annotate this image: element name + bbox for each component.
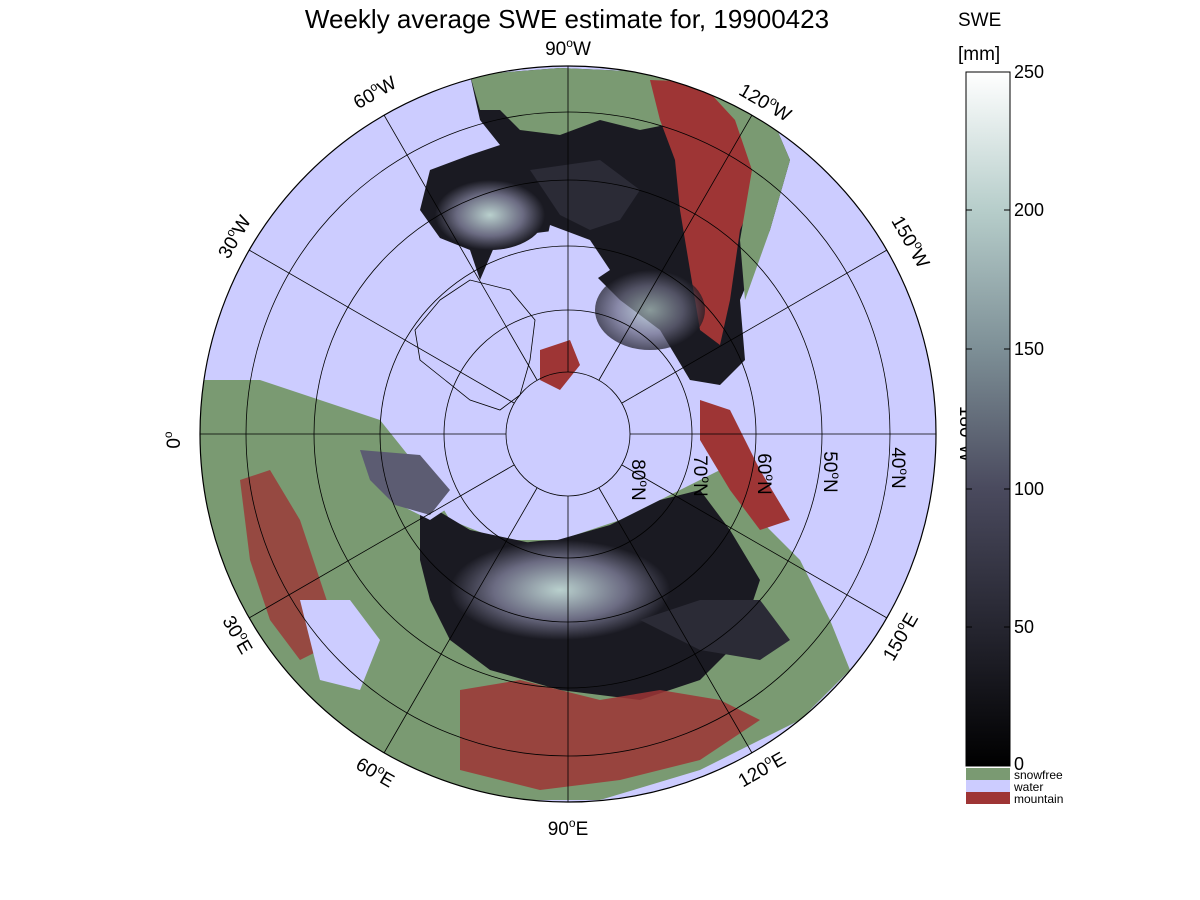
lat-label-40n: 40oN	[887, 447, 911, 489]
lon-label-90e: 90oE	[548, 816, 589, 840]
lat-label-60n: 60oN	[753, 453, 777, 495]
lat-label-80n: 80oN	[627, 459, 651, 501]
colorbar: SWE [mm] 0 50 100 150 200 250 snowfree w…	[958, 10, 1063, 806]
lon-label-90w: 90oW	[545, 36, 591, 60]
legend-label-water: water	[1013, 780, 1043, 794]
colorbar-unit: [mm]	[958, 44, 1000, 65]
colorbar-tick-0: 0	[1014, 754, 1024, 774]
map-title: Weekly average SWE estimate for, 1990042…	[305, 4, 829, 34]
legend-swatch-mountain	[966, 792, 1010, 804]
kamchatka	[700, 400, 790, 530]
latitude-labels: 80oN 70oN 60oN 50oN 40oN	[627, 447, 911, 501]
arctic-island	[540, 340, 580, 390]
lat-label-50n: 50oN	[819, 451, 843, 493]
legend-swatch-snowfree	[966, 768, 1010, 780]
lon-label-0: 0o	[161, 431, 185, 449]
colorbar-label: SWE	[958, 10, 1001, 31]
colorbar-tick-200: 200	[1014, 200, 1044, 220]
colorbar-tick-50: 50	[1014, 617, 1034, 637]
legend-swatch-water	[966, 780, 1010, 792]
lon-label-60w: 60oW	[349, 70, 401, 114]
eurasia-landmass	[200, 380, 850, 800]
colorbar-ticks	[966, 71, 1010, 767]
colorbar-tick-150: 150	[1014, 339, 1044, 359]
meridians	[200, 66, 936, 802]
legend-label-mountain: mountain	[1014, 792, 1063, 806]
north-america-landmass	[420, 68, 790, 385]
colorbar-tick-250: 250	[1014, 62, 1044, 82]
colorbar-tick-100: 100	[1014, 479, 1044, 499]
colorbar-gradient	[965, 71, 1011, 767]
lat-label-70n: 70oN	[689, 455, 713, 497]
polar-map	[200, 66, 936, 802]
greenland	[414, 279, 536, 411]
legend-label-snowfree: snowfree	[1014, 768, 1063, 782]
map-border	[199, 65, 937, 803]
